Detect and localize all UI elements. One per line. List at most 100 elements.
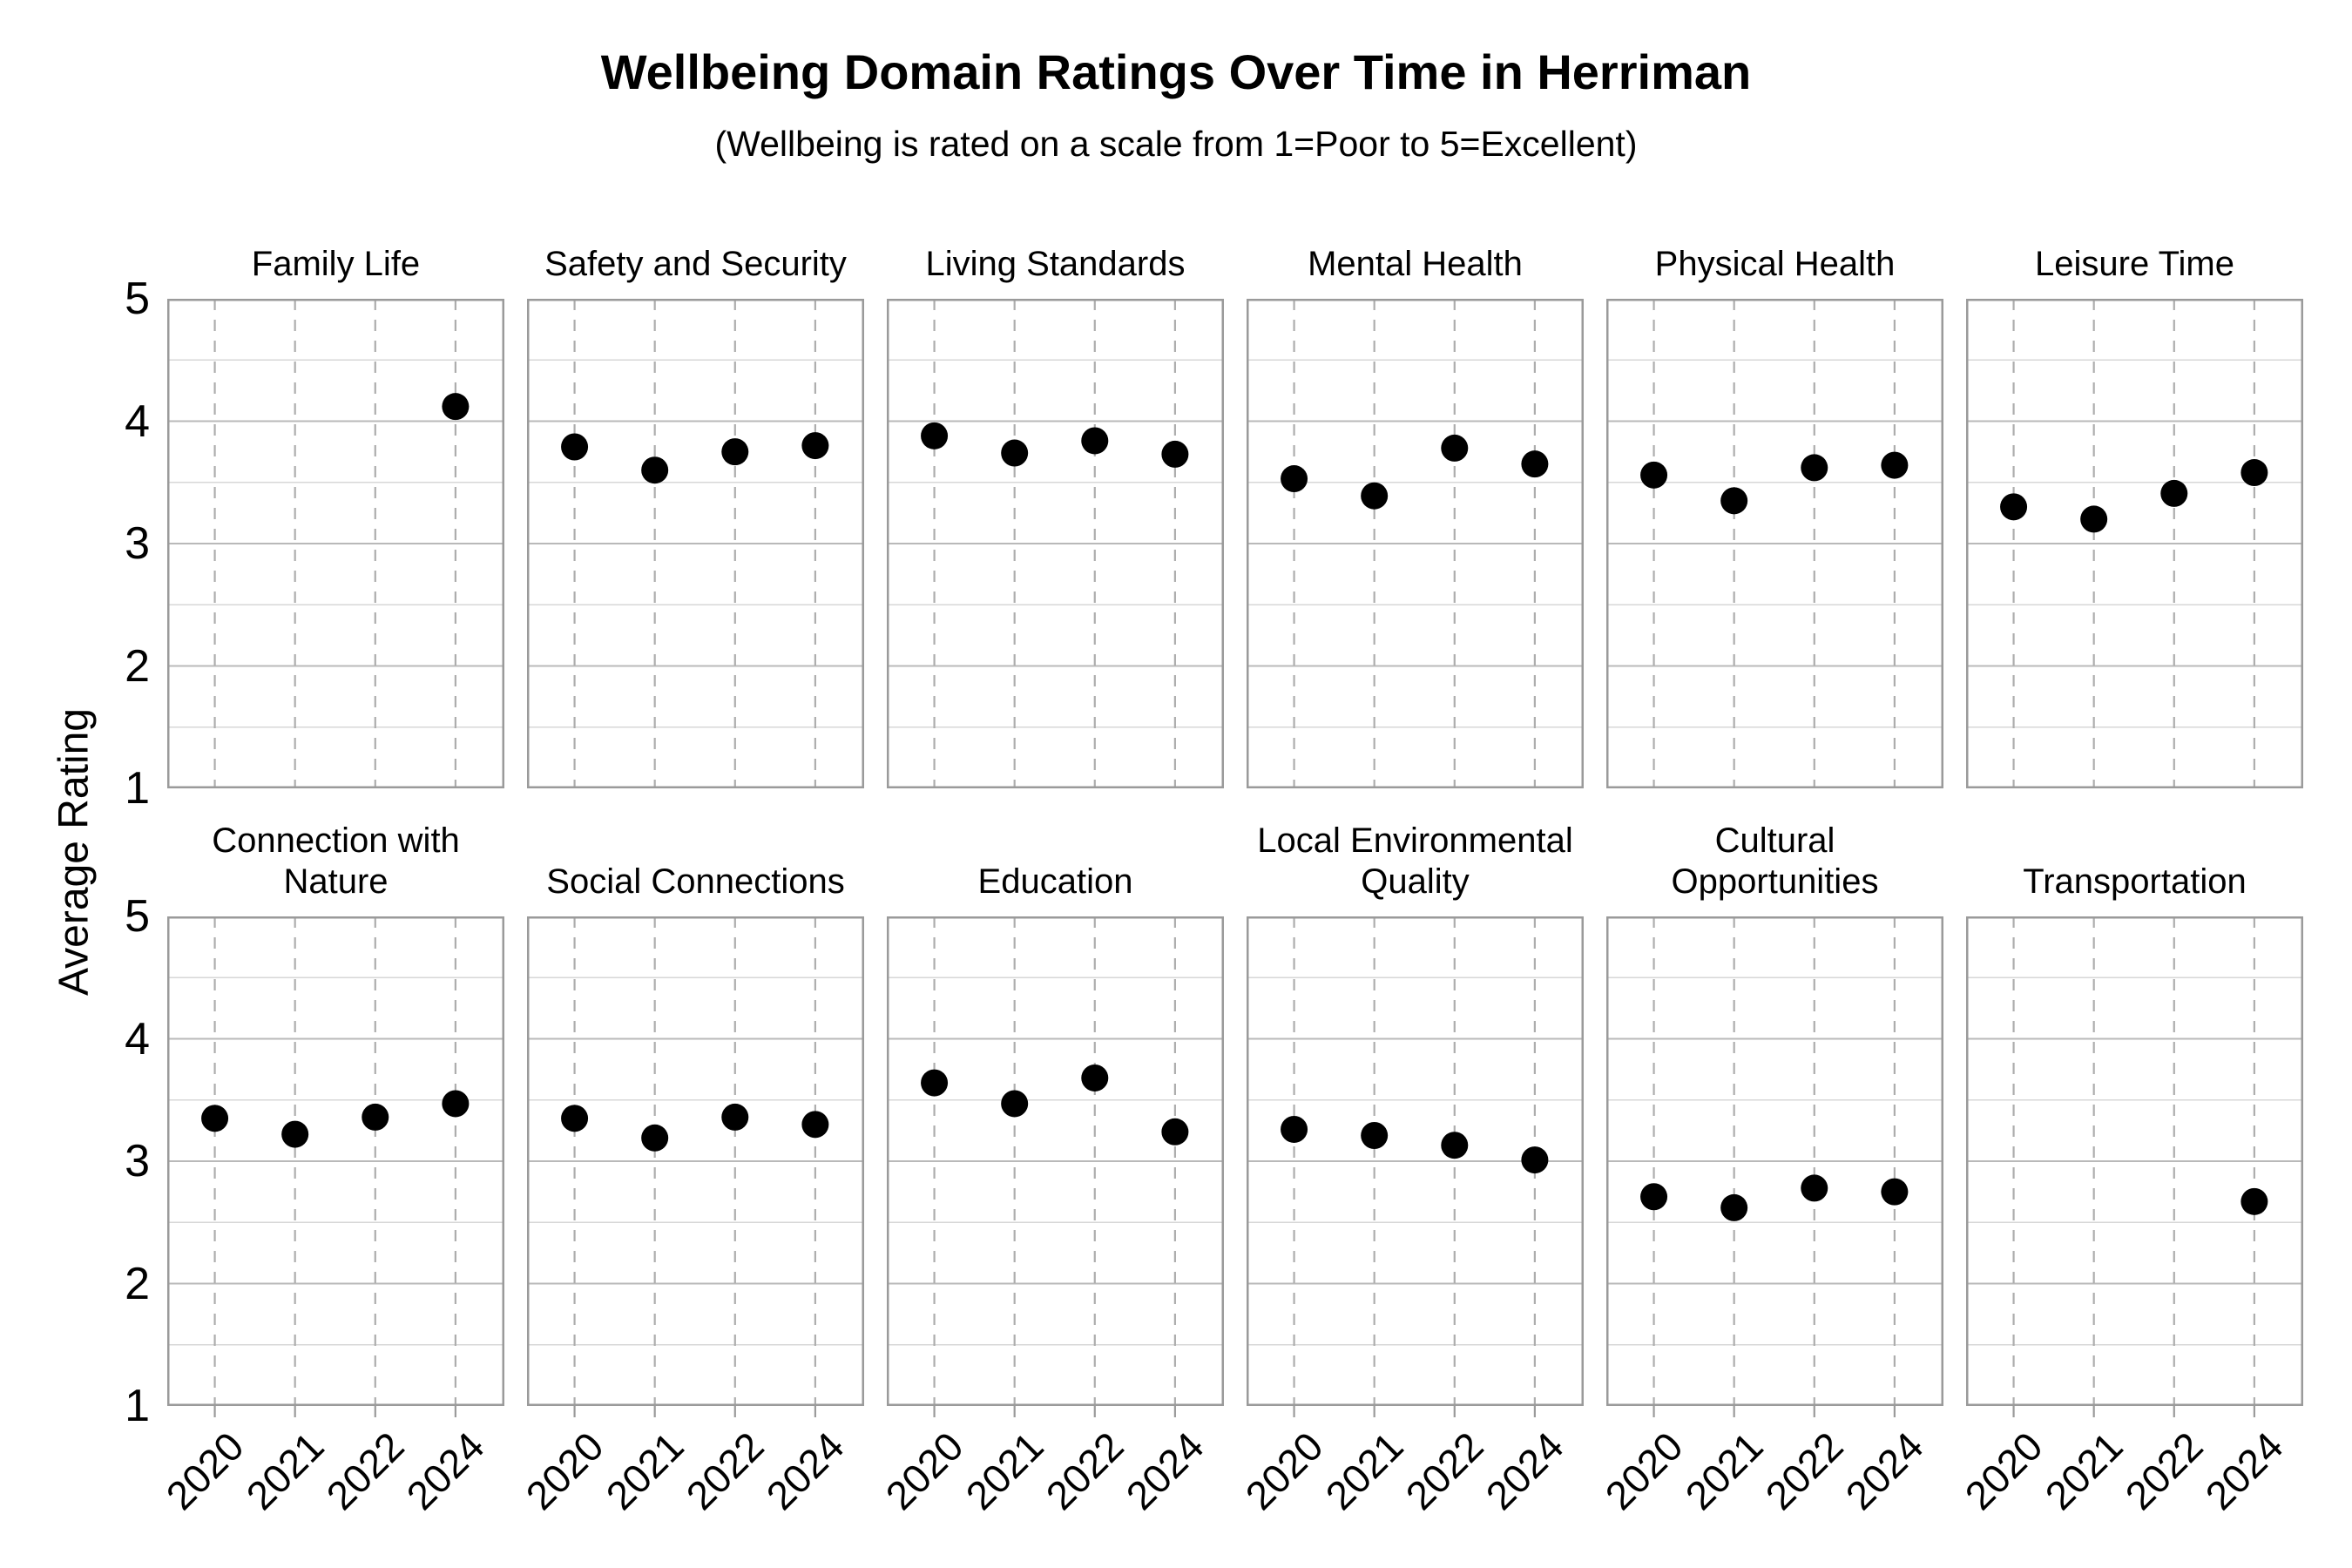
facet-title: Physical Health	[1654, 245, 1896, 283]
data-point-2022	[1801, 1174, 1828, 1202]
facet-plot	[1247, 299, 1584, 788]
facet-plot	[167, 299, 504, 788]
h-gridlines-major	[1247, 420, 1584, 667]
h-gridlines-major	[167, 1037, 504, 1285]
y-tick-label: 3	[125, 518, 150, 569]
panel-frame	[527, 299, 864, 788]
y-tick-label: 2	[125, 1258, 150, 1309]
facet-cell-transportation: Transportation 2020 2021 2022 2024	[1956, 862, 2303, 1518]
points	[1640, 1174, 1909, 1221]
h-gridlines-major	[167, 420, 504, 667]
data-point-2022	[1801, 454, 1828, 482]
points	[201, 1090, 470, 1148]
facet-cell-safety-and-security: Safety and Security	[527, 245, 864, 788]
facet-title: Safety and Security	[544, 245, 847, 283]
data-point-2020	[921, 1069, 949, 1097]
data-point-2021	[1361, 482, 1389, 510]
data-point-2024	[2240, 459, 2268, 487]
facet-row-bottom: Connection with Nature 5 4 3 2 1 2020 2021 2022 2…	[125, 821, 2303, 1518]
data-point-2022	[1441, 1132, 1469, 1159]
facet-plot	[887, 299, 1224, 788]
facet-cell-local-environmental-quality: Local Environmental Quality 2020 2021 2022 2…	[1236, 821, 1584, 1518]
year-gridlines	[933, 299, 1176, 788]
data-point-2022	[362, 1103, 389, 1131]
year-gridlines	[1293, 916, 1536, 1406]
data-point-2021	[1001, 439, 1029, 467]
y-tick-label: 5	[125, 274, 150, 324]
year-gridlines	[213, 299, 456, 788]
facet-title: Local Environmental Quality	[1257, 821, 1573, 901]
panel-frame	[1966, 299, 2303, 788]
facet-cell-physical-health: Physical Health	[1606, 245, 1943, 788]
facet-row-top: Family Life 5 4 3 2 1 Safety and Security Livin…	[125, 245, 2303, 811]
y-axis-label: Average Rating	[51, 708, 98, 996]
data-point-2022	[1441, 434, 1469, 462]
data-point-2024	[442, 1090, 470, 1118]
points	[1281, 434, 1549, 510]
h-gridlines-major	[887, 1037, 1224, 1285]
facet-plot	[1966, 916, 2303, 1417]
y-tick-label: 4	[125, 395, 150, 447]
facet-plot	[887, 916, 1224, 1417]
data-point-2024	[1881, 451, 1909, 479]
h-gridlines-major	[1606, 1037, 1943, 1285]
panel-frame	[1606, 299, 1943, 788]
data-point-2020	[561, 433, 589, 461]
data-point-2020	[1281, 1115, 1308, 1143]
y-tick-label: 1	[125, 1381, 150, 1431]
x-tick-marks	[573, 1406, 816, 1417]
facet-cell-social-connections: Social Connections 2020 2021 2022 2024	[517, 862, 864, 1518]
data-point-2024	[1161, 440, 1189, 468]
facet-plot	[527, 299, 864, 788]
h-gridlines-minor	[887, 359, 1224, 728]
facet-cell-cultural-opportunities: Cultural Opportunities 2020 2021 2022 2024	[1596, 821, 1943, 1518]
h-gridlines-minor	[887, 977, 1224, 1346]
facet-title: Education	[977, 862, 1133, 901]
points	[561, 432, 829, 484]
h-gridlines-major	[527, 420, 864, 667]
year-gridlines	[1652, 916, 1896, 1406]
data-point-2021	[641, 1124, 669, 1152]
facet-title: Leisure Time	[2035, 245, 2234, 283]
facet-plot	[1606, 916, 1943, 1417]
facet-title: Mental Health	[1308, 245, 1523, 283]
points	[921, 422, 1189, 468]
x-tick-marks	[1293, 1406, 1536, 1417]
year-gridlines	[573, 916, 816, 1406]
h-gridlines-minor	[167, 359, 504, 728]
points	[2240, 1187, 2268, 1215]
facet-plot	[527, 916, 864, 1417]
h-gridlines-minor	[527, 359, 864, 728]
data-point-2020	[921, 422, 949, 449]
y-tick-label: 4	[125, 1013, 150, 1064]
facet-plot	[167, 916, 504, 1417]
x-tick-marks	[933, 1406, 1176, 1417]
data-point-2022	[1081, 427, 1109, 455]
h-gridlines-minor	[1966, 977, 2303, 1346]
panel-frame	[527, 916, 864, 1406]
data-point-2024	[1521, 1146, 1549, 1174]
data-point-2021	[641, 456, 669, 484]
data-point-2024	[442, 393, 470, 421]
data-point-2021	[1720, 487, 1748, 515]
year-gridlines	[933, 916, 1176, 1406]
facet-title: Social Connections	[546, 862, 845, 901]
data-point-2021	[2080, 505, 2108, 533]
facet-cell-living-standards: Living Standards	[887, 245, 1224, 788]
data-point-2020	[201, 1105, 229, 1132]
panel-frame	[887, 299, 1224, 788]
facet-cell-connection-with-nature: Connection with Nature 5 4 3 2 1 2020 2021 2022 2…	[125, 821, 504, 1518]
x-tick-marks	[2012, 1406, 2255, 1417]
points	[561, 1103, 829, 1152]
data-point-2021	[1361, 1121, 1389, 1149]
y-tick-label: 5	[125, 891, 150, 942]
points	[442, 393, 470, 421]
chart-subtitle: (Wellbeing is rated on a scale from 1=Po…	[714, 124, 1638, 164]
facet-title: Living Standards	[925, 245, 1186, 283]
x-tick-marks	[1652, 1406, 1896, 1417]
h-gridlines-major	[527, 1037, 864, 1285]
data-point-2022	[721, 438, 749, 466]
panel-frame	[1966, 916, 2303, 1406]
panel-frame	[1606, 916, 1943, 1406]
